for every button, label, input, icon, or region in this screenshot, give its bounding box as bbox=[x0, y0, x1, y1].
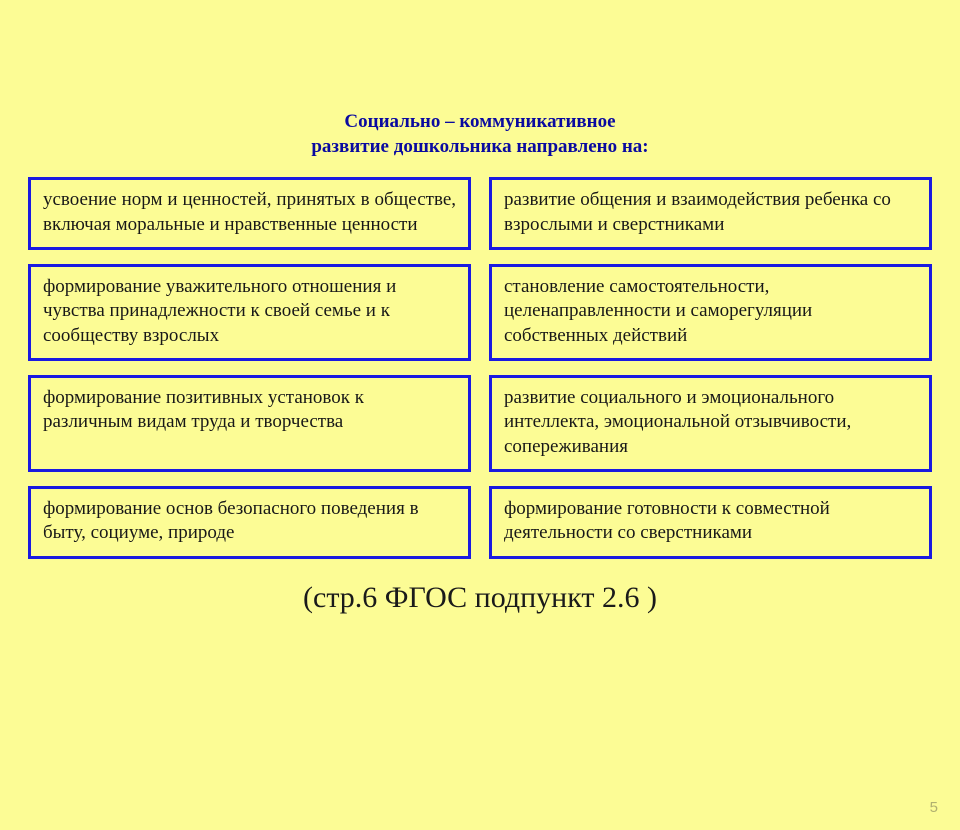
content-grid: усвоение норм и ценностей, принятых в об… bbox=[0, 177, 960, 558]
box-text: усвоение норм и ценностей, принятых в об… bbox=[43, 188, 456, 237]
box-text: формирование позитивных установок к разл… bbox=[43, 386, 456, 435]
footer-reference: (стр.6 ФГОС подпункт 2.6 ) bbox=[0, 581, 960, 615]
box-emotional-intellect: развитие социального и эмоционального ин… bbox=[489, 375, 932, 472]
box-text: формирование основ безопасного поведения… bbox=[43, 497, 456, 546]
box-independence: становление самостоятельности, целенапра… bbox=[489, 264, 932, 361]
title-line-1: Социально – коммуникативное bbox=[344, 111, 615, 132]
box-text: развитие общения и взаимодействия ребенк… bbox=[504, 188, 917, 237]
box-values: усвоение норм и ценностей, принятых в об… bbox=[28, 177, 471, 250]
box-family-respect: формирование уважительного отношения и ч… bbox=[28, 264, 471, 361]
box-text: развитие социального и эмоционального ин… bbox=[504, 386, 917, 459]
title-line-2: развитие дошкольника направлено на: bbox=[311, 136, 648, 157]
box-safety: формирование основ безопасного поведения… bbox=[28, 486, 471, 559]
box-communication: развитие общения и взаимодействия ребенк… bbox=[489, 177, 932, 250]
box-readiness: формирование готовности к совместной дея… bbox=[489, 486, 932, 559]
page-number: 5 bbox=[930, 799, 938, 816]
box-text: формирование уважительного отношения и ч… bbox=[43, 275, 456, 348]
box-text: становление самостоятельности, целенапра… bbox=[504, 275, 917, 348]
box-work-attitude: формирование позитивных установок к разл… bbox=[28, 375, 471, 472]
box-text: формирование готовности к совместной дея… bbox=[504, 497, 917, 546]
slide-title: Социально – коммуникативное развитие дош… bbox=[0, 110, 960, 159]
